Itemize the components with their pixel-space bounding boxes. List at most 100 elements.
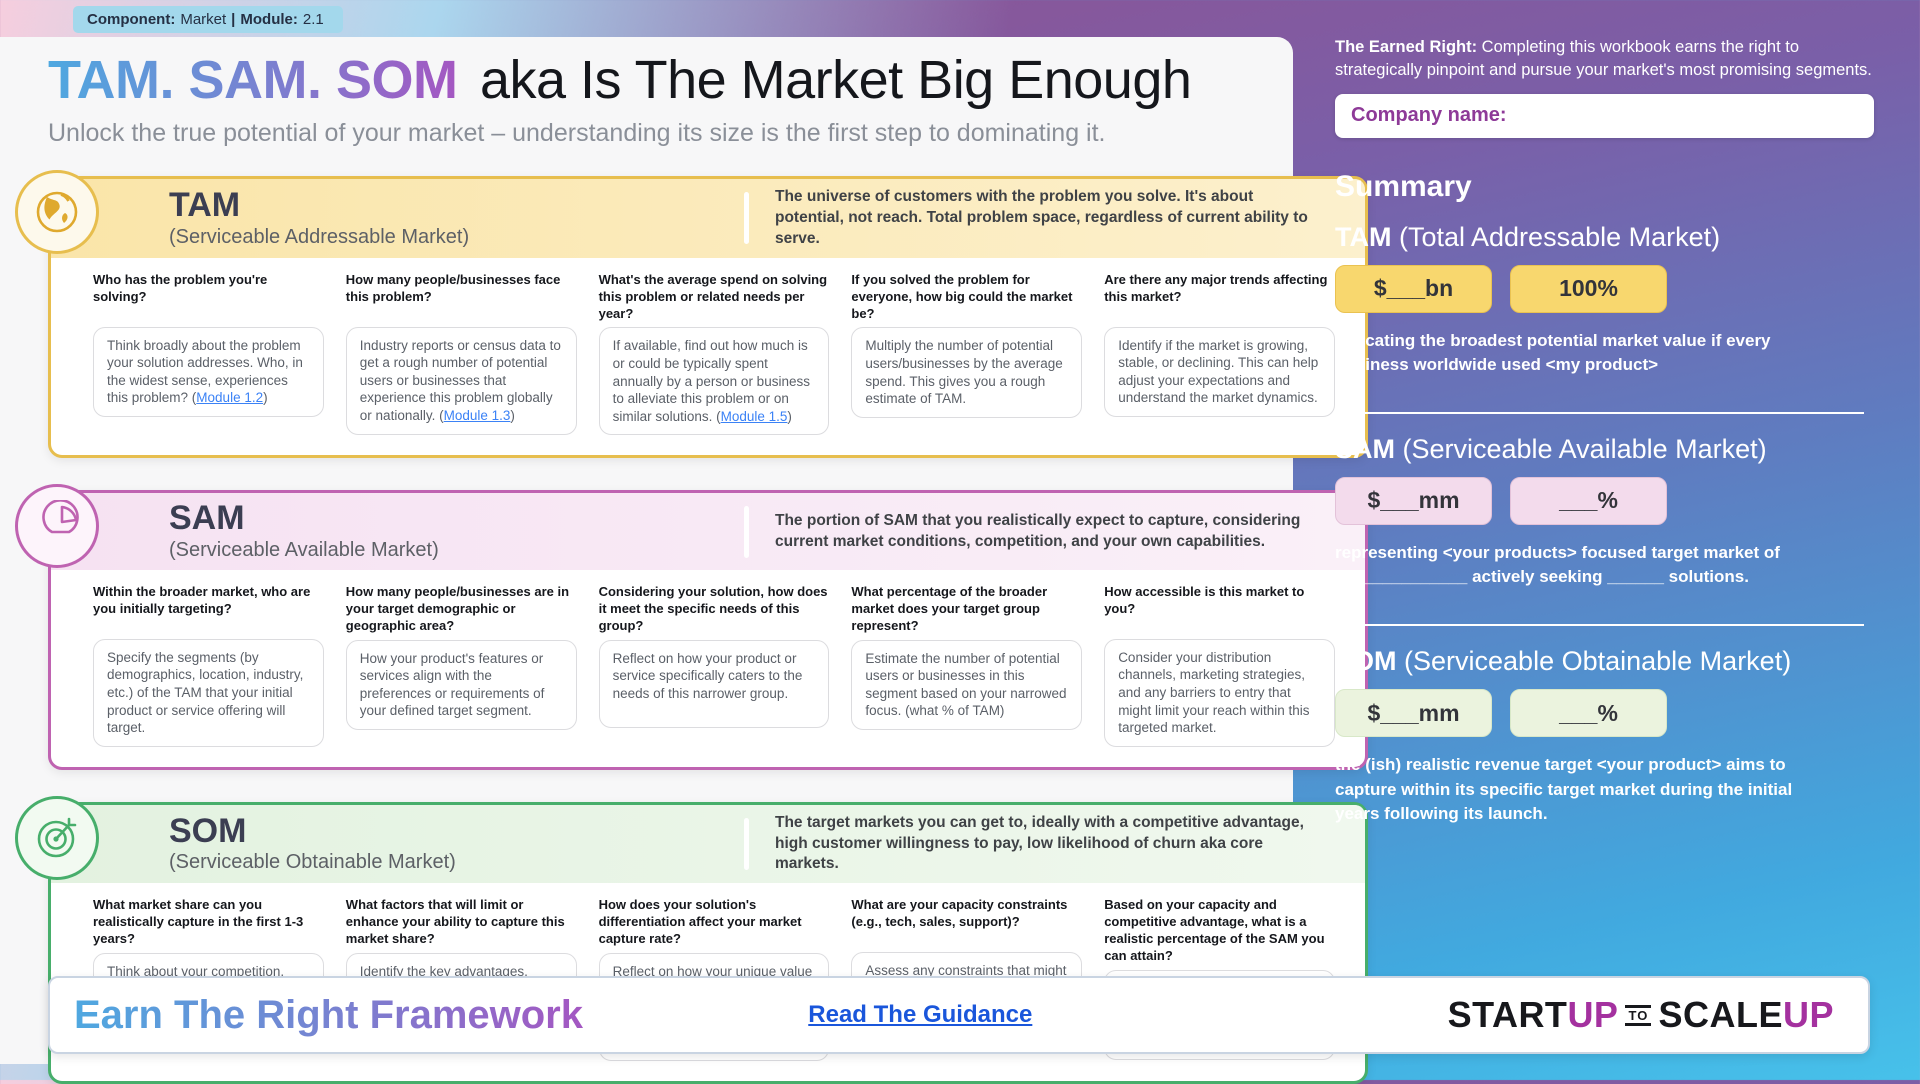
summary-som-full: (Serviceable Obtainable Market) bbox=[1396, 646, 1792, 677]
hint-card: If available, find out how much is or co… bbox=[598, 327, 830, 436]
sidebar: The Earned Right: Completing this workbo… bbox=[1293, 0, 1920, 1080]
sam-full-name: (Serviceable Available Market) bbox=[169, 538, 439, 561]
summary-som-pills: $___mm ___% bbox=[1335, 689, 1874, 738]
summary-divider bbox=[1335, 411, 1864, 414]
som-description: The target markets you can get to, ideal… bbox=[775, 813, 1304, 873]
tam-acronym: TAM bbox=[169, 186, 241, 225]
tam-header: TAM (Serviceable Addressable Market) The… bbox=[51, 179, 1365, 258]
sam-column-1: Within the broader market, who are you i… bbox=[93, 584, 324, 747]
sam-column-2: How many people/businesses are in your t… bbox=[345, 584, 577, 747]
tam-columns: Who has the problem you're solving? Thin… bbox=[51, 258, 1365, 455]
hint-card: Consider your distribution channels, mar… bbox=[1104, 638, 1335, 747]
tam-column-1: Who has the problem you're solving? Thin… bbox=[93, 272, 324, 435]
summary-som-note: the (ish) realistic revenue target <your… bbox=[1335, 755, 1793, 824]
tam-column-4: If you solved the problem for everyone, … bbox=[851, 271, 1083, 435]
hint-card: Identify if the market is growing, stabl… bbox=[1104, 326, 1335, 417]
hint-card: Estimate the number of potential users o… bbox=[851, 639, 1083, 730]
question: Based on your capacity and competitive a… bbox=[1104, 897, 1325, 964]
sam-percent-pill[interactable]: ___% bbox=[1510, 476, 1667, 525]
summary-sam-note: representing <your products> focused tar… bbox=[1335, 542, 1780, 587]
component-label: Component: bbox=[87, 11, 176, 28]
component-value: Market bbox=[180, 11, 227, 28]
question: How does your solution's differentiation… bbox=[598, 897, 802, 947]
module-link[interactable]: Module 1.2 bbox=[196, 390, 264, 406]
tam-column-2: How many people/businesses face this pro… bbox=[345, 272, 577, 435]
som-value-pill[interactable]: $___mm bbox=[1335, 689, 1492, 738]
sam-value-pill[interactable]: $___mm bbox=[1335, 476, 1492, 525]
sam-column-4: What percentage of the broader market do… bbox=[851, 584, 1083, 747]
sam-columns: Within the broader market, who are you i… bbox=[51, 570, 1365, 767]
tam-column-5: Are there any major trends affecting thi… bbox=[1104, 272, 1335, 435]
hint-text: If available, find out how much is or co… bbox=[612, 338, 810, 424]
question: Within the broader market, who are you i… bbox=[93, 583, 311, 616]
sam-header: SAM (Serviceable Available Market) The p… bbox=[51, 493, 1365, 570]
hint-text: Identify if the market is growing, stabl… bbox=[1118, 337, 1319, 406]
logo-up-1: UP bbox=[1567, 994, 1619, 1035]
question: What market share can you realistically … bbox=[93, 897, 304, 947]
som-title-block: SOM (Serviceable Obtainable Market) bbox=[169, 813, 744, 875]
hint-text: Specify the segments (by demographics, l… bbox=[107, 649, 304, 736]
page-subtitle: Unlock the true potential of your market… bbox=[48, 119, 1106, 147]
hint-text-after: ) bbox=[263, 390, 268, 406]
framework-title: Earn The Right Framework bbox=[74, 992, 583, 1037]
summary-som-title: SOM (Serviceable Obtainable Market) bbox=[1335, 646, 1874, 677]
summary-sam-acronym: SAM bbox=[1335, 433, 1395, 464]
header-divider bbox=[744, 192, 749, 245]
hint-card: Specify the segments (by demographics, l… bbox=[93, 638, 324, 747]
logo-to-bar bbox=[1625, 1022, 1652, 1026]
logo-up-2: UP bbox=[1782, 994, 1834, 1035]
som-header: SOM (Serviceable Obtainable Market) The … bbox=[51, 804, 1365, 884]
hint-text: Think broadly about the problem your sol… bbox=[107, 337, 303, 406]
hint-card: How your product's features or services … bbox=[345, 639, 577, 730]
summary-tam-pills: $___bn 100% bbox=[1335, 264, 1874, 313]
hint-text: Estimate the number of potential users o… bbox=[865, 650, 1067, 719]
sam-section: SAM (Serviceable Available Market) The p… bbox=[15, 484, 1368, 770]
summary-som-acronym: SOM bbox=[1335, 646, 1397, 677]
summary-tam-full: (Total Addressable Market) bbox=[1391, 221, 1721, 252]
summary-sam-full: (Serviceable Available Market) bbox=[1395, 433, 1767, 464]
logo-start: START bbox=[1447, 994, 1568, 1035]
sam-title-block: SAM (Serviceable Available Market) bbox=[169, 500, 744, 562]
module-link[interactable]: Module 1.3 bbox=[443, 407, 511, 423]
hint-text: Reflect on how your product or service s… bbox=[612, 650, 803, 701]
hint-card: Multiply the number of potential users/b… bbox=[851, 327, 1083, 418]
tam-percent-pill[interactable]: 100% bbox=[1510, 264, 1667, 313]
summary-sam-pills: $___mm ___% bbox=[1335, 476, 1874, 525]
sam-description: The portion of SAM that you realisticall… bbox=[775, 511, 1301, 550]
summary-divider bbox=[1335, 624, 1864, 627]
summary-tam-title: TAM (Total Addressable Market) bbox=[1335, 222, 1874, 253]
earned-right-text: The Earned Right: Completing this workbo… bbox=[1335, 36, 1874, 82]
page-title: TAM. SAM. SOM aka Is The Market Big Enou… bbox=[0, 37, 1293, 111]
logo-scale: SCALE bbox=[1658, 994, 1783, 1035]
hint-card: Industry reports or census data to get a… bbox=[345, 326, 577, 435]
company-name-label: Company name: bbox=[1351, 104, 1507, 127]
footer: Earn The Right Framework Read The Guidan… bbox=[48, 976, 1870, 1054]
pie-chart-icon bbox=[15, 484, 99, 569]
som-percent-pill[interactable]: ___% bbox=[1510, 689, 1667, 738]
sam-column-5: How accessible is this market to you? Co… bbox=[1104, 584, 1335, 747]
company-name-field[interactable]: Company name: bbox=[1335, 93, 1874, 138]
guidance-link[interactable]: Read The Guidance bbox=[808, 1001, 1033, 1028]
module-label: Module: bbox=[240, 11, 298, 28]
question: What's the average spend on solving this… bbox=[598, 271, 828, 321]
summary-tam-note: indicating the broadest potential market… bbox=[1335, 330, 1771, 375]
question: What factors that will limit or enhance … bbox=[345, 897, 565, 947]
tam-column-3: What's the average spend on solving this… bbox=[598, 271, 830, 436]
summary-tam: TAM (Total Addressable Market) $___bn 10… bbox=[1335, 222, 1874, 378]
hint-card: Think broadly about the problem your sol… bbox=[93, 326, 324, 417]
sam-column-3: Considering your solution, how does it m… bbox=[598, 584, 830, 747]
logo-to-text: TO bbox=[1628, 1007, 1649, 1023]
module-link[interactable]: Module 1.5 bbox=[720, 408, 788, 424]
tam-section: TAM (Serviceable Addressable Market) The… bbox=[15, 170, 1368, 459]
question: If you solved the problem for everyone, … bbox=[851, 271, 1073, 321]
page-title-acronyms: TAM. SAM. SOM bbox=[48, 50, 458, 110]
tam-description: The universe of customers with the probl… bbox=[775, 188, 1308, 247]
logo-to-bar bbox=[1625, 1004, 1652, 1008]
question: Who has the problem you're solving? bbox=[93, 271, 268, 304]
main-panel: Component: Market | Module: 2.1 TAM. SAM… bbox=[0, 6, 1368, 1084]
startup-to-scaleup-logo: START UP TO SCALE UP bbox=[1448, 994, 1834, 1036]
tam-value-pill[interactable]: $___bn bbox=[1335, 264, 1492, 313]
hint-text: Industry reports or census data to get a… bbox=[359, 337, 561, 423]
badge-divider: | bbox=[231, 11, 236, 28]
hint-text: How your product's features or services … bbox=[359, 650, 545, 719]
